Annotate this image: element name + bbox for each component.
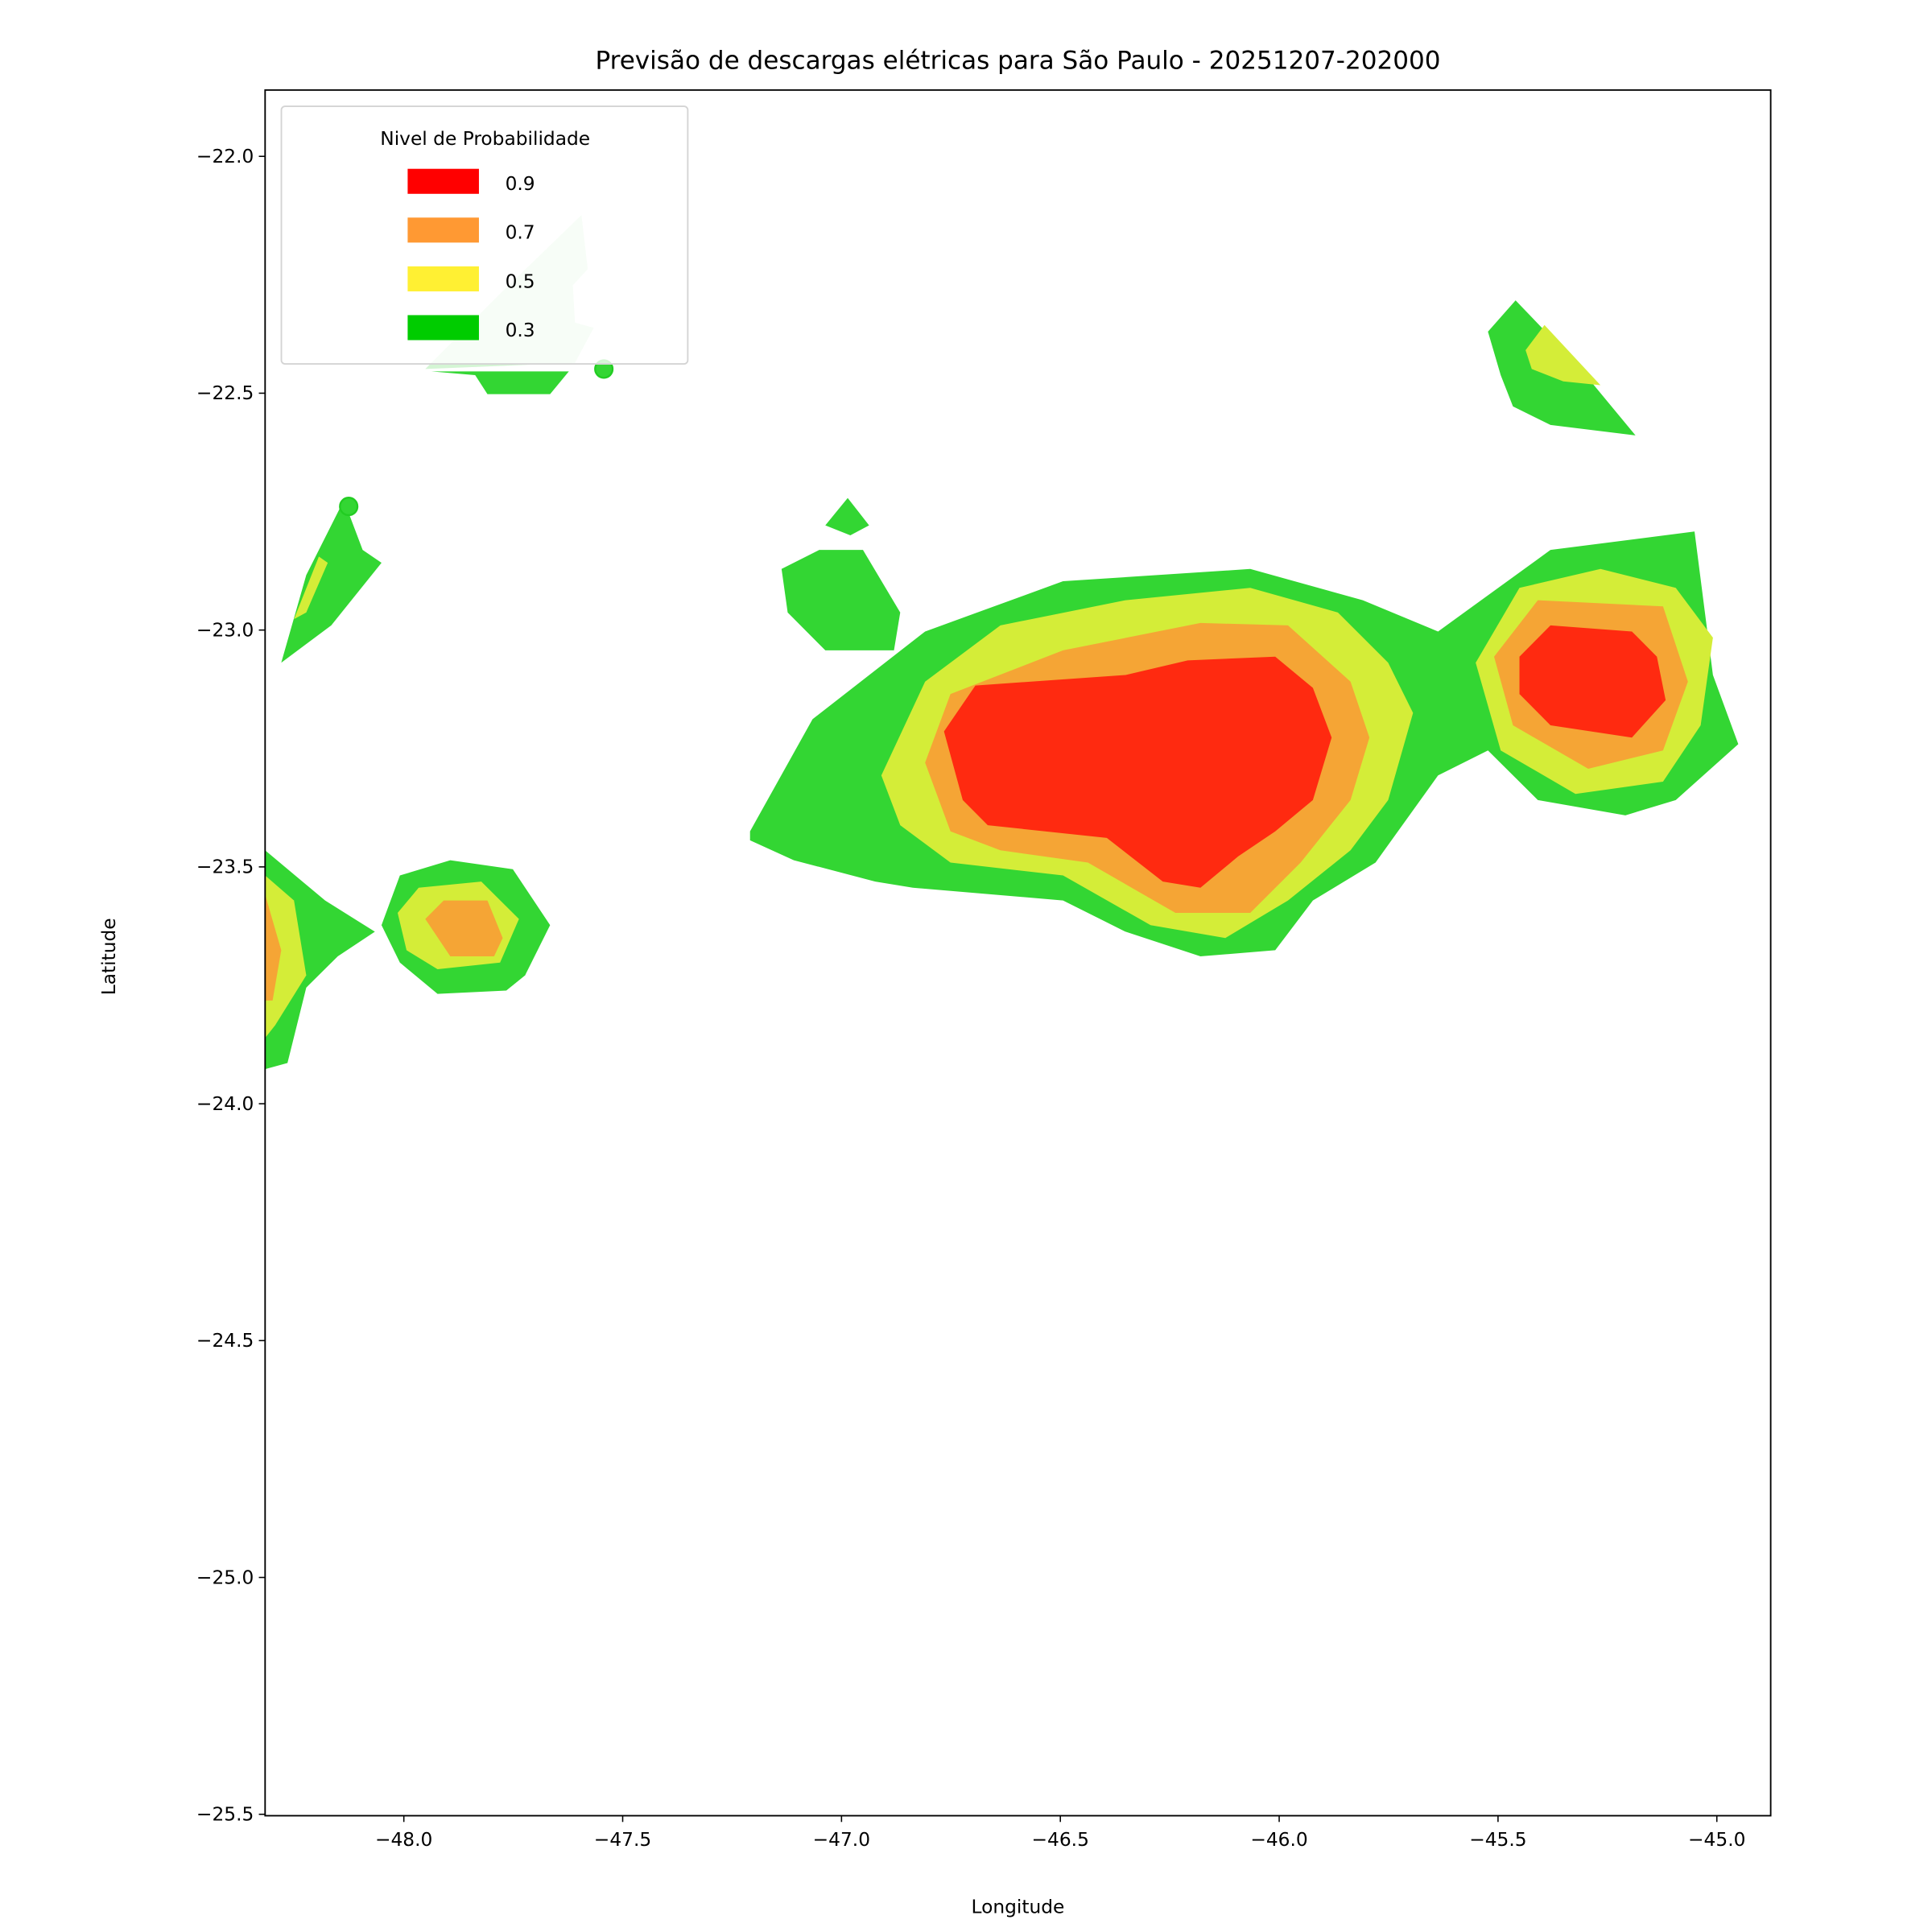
x-axis-label: Longitude <box>972 1897 1065 1918</box>
contour-region-0_5 <box>265 875 307 1038</box>
contour-region-0_5 <box>294 556 328 620</box>
y-axis: −22.0 −22.5 −23.0 −23.5 −24.0 −24.5 −25.0 −25.5 <box>196 146 266 1826</box>
legend-box <box>280 105 689 365</box>
legend-label: 0.5 <box>506 270 535 292</box>
contour-regions <box>265 215 1739 1070</box>
y-axis-label: Latitude <box>98 918 120 995</box>
y-tick-label: −24.0 <box>196 1093 254 1115</box>
x-tick-label: −45.0 <box>1688 1829 1745 1851</box>
y-tick-label: −23.0 <box>196 619 254 641</box>
contour-region-0_3 <box>825 497 869 536</box>
contour-region-0_9 <box>943 656 1332 888</box>
legend: Nivel de Probabilidade 0.9 0.7 0.5 0.3 <box>280 105 689 365</box>
y-tick-label: −23.5 <box>196 857 254 878</box>
contour-region-0_7 <box>265 894 282 1001</box>
legend-swatch <box>407 217 479 243</box>
point-marker <box>339 497 359 517</box>
x-tick-label: −46.5 <box>1032 1829 1089 1851</box>
plot-frame <box>264 89 1772 1817</box>
x-tick-label: −46.0 <box>1250 1829 1307 1851</box>
y-tick-label: −22.5 <box>196 382 254 404</box>
contour-region-0_9 <box>1519 625 1666 738</box>
x-tick-label: −48.0 <box>375 1829 432 1851</box>
legend-label: 0.3 <box>506 320 535 341</box>
chart-title: Previsão de descargas elétricas para São… <box>595 46 1440 75</box>
y-tick-label: −25.0 <box>196 1567 254 1588</box>
contour-region-0_3 <box>281 500 382 663</box>
legend-title: Nivel de Probabilidade <box>380 128 590 150</box>
legend-swatch <box>407 266 479 291</box>
x-axis: −48.0 −47.5 −47.0 −46.5 −46.0 −45.5 −45.0 <box>375 1815 1745 1851</box>
contour-region-0_7 <box>425 900 503 957</box>
legend-swatch <box>407 168 479 194</box>
y-tick-label: −22.0 <box>196 146 254 167</box>
x-tick-label: −47.0 <box>813 1829 870 1851</box>
legend-swatch <box>407 315 479 341</box>
contour-region-0_3 <box>431 371 569 394</box>
legend-label: 0.7 <box>506 222 535 244</box>
contour-region-0_5 <box>1525 324 1601 386</box>
contour-region-0_3 <box>781 550 901 650</box>
legend-label: 0.9 <box>506 173 535 195</box>
y-tick-label: −25.5 <box>196 1804 254 1826</box>
x-tick-label: −47.5 <box>594 1829 651 1851</box>
x-tick-label: −45.5 <box>1469 1829 1526 1851</box>
y-tick-label: −24.5 <box>196 1330 254 1352</box>
